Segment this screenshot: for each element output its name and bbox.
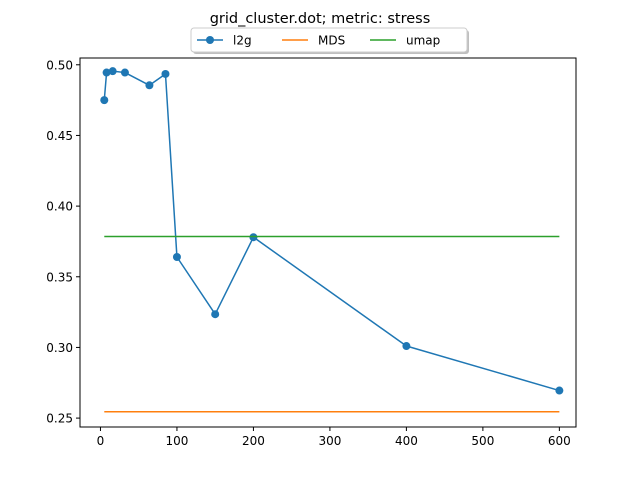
x-tick-label: 100 <box>165 434 188 448</box>
plot-area <box>100 67 564 413</box>
legend-box <box>190 27 468 53</box>
legend: l2g MDS umap <box>190 27 469 54</box>
data-point-l2g <box>555 386 564 395</box>
data-point-l2g <box>145 81 154 90</box>
y-tick-label: 0.45 <box>46 129 73 143</box>
data-point-l2g <box>102 68 111 77</box>
data-point-l2g <box>172 252 181 261</box>
x-tick-label: 500 <box>471 434 494 448</box>
y-tick-label: 0.50 <box>46 58 73 72</box>
legend-label-umap: umap <box>406 34 440 48</box>
x-tick-label: 600 <box>548 434 571 448</box>
x-tick-label: 0 <box>97 434 105 448</box>
y-tick-label: 0.30 <box>46 341 73 355</box>
data-point-l2g <box>108 67 117 76</box>
data-point-l2g <box>402 342 411 351</box>
y-tick-label: 0.35 <box>46 270 73 284</box>
y-tick-label: 0.25 <box>46 412 73 426</box>
x-tick-label: 300 <box>318 434 341 448</box>
x-tick-label: 400 <box>395 434 418 448</box>
data-point-l2g <box>100 96 109 105</box>
legend-label-l2g: l2g <box>233 34 252 48</box>
x-tick-label: 200 <box>242 434 265 448</box>
data-point-l2g <box>120 68 129 77</box>
legend-label-mds: MDS <box>318 34 345 48</box>
data-point-l2g <box>211 310 220 319</box>
axes: 0 100 200 300 400 500 600 0.25 0.30 0.35 0.40 0.45 0… <box>46 57 577 448</box>
legend-marker-l2g <box>206 36 214 44</box>
plot-frame <box>79 57 577 428</box>
chart-title: grid_cluster.dot; metric: stress <box>210 11 431 27</box>
data-point-l2g <box>161 69 170 78</box>
y-tick-label: 0.40 <box>46 200 73 214</box>
